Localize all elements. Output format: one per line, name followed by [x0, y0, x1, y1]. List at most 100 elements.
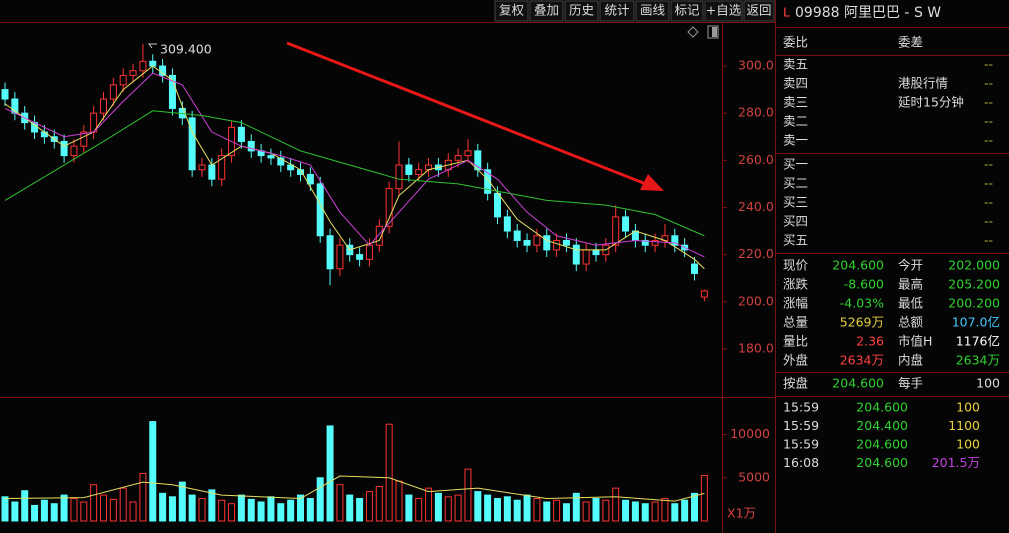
candle-body: [277, 157, 285, 166]
order-label: 买三: [783, 195, 808, 210]
volume-bar: [612, 487, 620, 522]
volume-bar: [651, 501, 659, 522]
quote-label: 今开: [898, 258, 923, 273]
volume-bar: [149, 421, 157, 522]
order-value: --: [984, 214, 993, 229]
volume-bar: [395, 480, 403, 522]
candle-body: [306, 173, 314, 185]
volume-bar: [661, 498, 669, 522]
order-label: 卖四: [783, 76, 808, 91]
candle-body: [592, 249, 600, 256]
toolbar-label[interactable]: 叠加: [534, 3, 559, 18]
annotation-pointer: [148, 43, 157, 49]
window-icon[interactable]: [707, 25, 719, 39]
candle-body: [691, 263, 698, 274]
candle-body: [375, 225, 383, 246]
volume-bar: [336, 484, 344, 522]
toolbar-button[interactable]: [494, 0, 529, 22]
toolbar-label[interactable]: 历史: [569, 3, 595, 18]
candle-body: [415, 169, 423, 175]
toolbar-button[interactable]: [743, 0, 775, 22]
trade-time: 15:59: [783, 418, 819, 433]
toolbar-button[interactable]: [635, 0, 670, 22]
candle-body: [208, 164, 216, 180]
volume-bar: [641, 503, 649, 522]
board-label: 每手: [898, 376, 923, 391]
toolbar-button[interactable]: [670, 0, 704, 22]
trade-price: 204.600: [856, 455, 908, 470]
toolbar-label[interactable]: 复权: [499, 3, 525, 18]
volume-tick-label: 10000: [730, 426, 770, 441]
toolbar-label[interactable]: +自选: [706, 3, 742, 18]
candle-body: [336, 244, 344, 270]
volume-bar: [218, 499, 226, 522]
diamond-icon[interactable]: [687, 26, 699, 38]
candle-body: [651, 239, 659, 246]
quote-label: 现价: [783, 258, 809, 273]
quote-title: 09988 阿里巴巴 - S W: [795, 5, 941, 21]
volume-tick-label: 5000: [738, 469, 770, 484]
toolbar-label[interactable]: 统计: [604, 3, 629, 18]
volume-bar: [80, 501, 88, 522]
volume-bar: [326, 425, 334, 522]
volume-bar: [681, 499, 689, 522]
order-label: 买二: [783, 176, 808, 191]
order-label: 卖三: [783, 95, 808, 110]
quote-value: 2634万: [956, 353, 1000, 368]
volume-bar: [405, 494, 413, 522]
candle-body: [385, 188, 393, 227]
quote-label: 市值H: [898, 334, 932, 349]
candle-body: [119, 74, 127, 86]
toolbar-label[interactable]: 画线: [640, 3, 666, 18]
quote-value: 205.200: [948, 277, 1000, 292]
volume-unit: X1万: [727, 506, 756, 521]
volume-bar: [40, 499, 48, 522]
volume-bar: [316, 477, 324, 522]
toolbar-button[interactable]: [529, 0, 564, 22]
candle-body: [356, 254, 364, 260]
volume-bar: [139, 472, 147, 522]
order-label: 买四: [783, 214, 808, 229]
candle-body: [139, 60, 147, 72]
volume-bar: [277, 503, 285, 522]
volume-bar: [228, 503, 236, 522]
candle-body: [553, 239, 561, 251]
trade-time: 16:08: [783, 455, 819, 470]
toolbar-button[interactable]: [599, 0, 635, 22]
volume-bar: [356, 498, 364, 522]
candle-body: [533, 235, 541, 246]
volume-bar: [444, 496, 452, 522]
candle-body: [523, 239, 531, 246]
toolbar-label[interactable]: 返回: [746, 3, 771, 18]
trend-arrow-head: [640, 174, 664, 191]
candle-body: [494, 192, 501, 218]
candle-body: [513, 230, 521, 241]
toolbar-button[interactable]: [564, 0, 599, 22]
candle-body: [149, 60, 157, 67]
volume-bar: [365, 491, 373, 522]
volume-bar: [267, 496, 275, 522]
volume-bar: [582, 501, 590, 522]
y-tick-label: 180.0: [738, 340, 774, 355]
candle-body: [395, 164, 403, 190]
toolbar-label[interactable]: 标记: [674, 3, 700, 18]
volume-bar: [385, 423, 393, 522]
toolbar-button[interactable]: [704, 0, 743, 22]
volume-bar: [572, 492, 580, 522]
candle-body: [700, 290, 708, 298]
moving-average: [4, 72, 705, 258]
order-value: --: [984, 57, 993, 72]
candle-body: [671, 235, 679, 246]
candle-body: [70, 145, 78, 157]
candle-body: [198, 164, 206, 171]
volume-bar: [119, 487, 127, 522]
quote-label: 总额: [898, 315, 924, 330]
candle-body: [188, 117, 196, 171]
volume-bar: [247, 498, 255, 522]
high-annotation: 309.400: [160, 42, 212, 57]
candle-body: [484, 169, 492, 194]
quote-label: 涨跌: [783, 277, 809, 292]
delay-note: 延时15分钟: [898, 95, 964, 110]
y-tick-label: 280.0: [738, 105, 774, 120]
